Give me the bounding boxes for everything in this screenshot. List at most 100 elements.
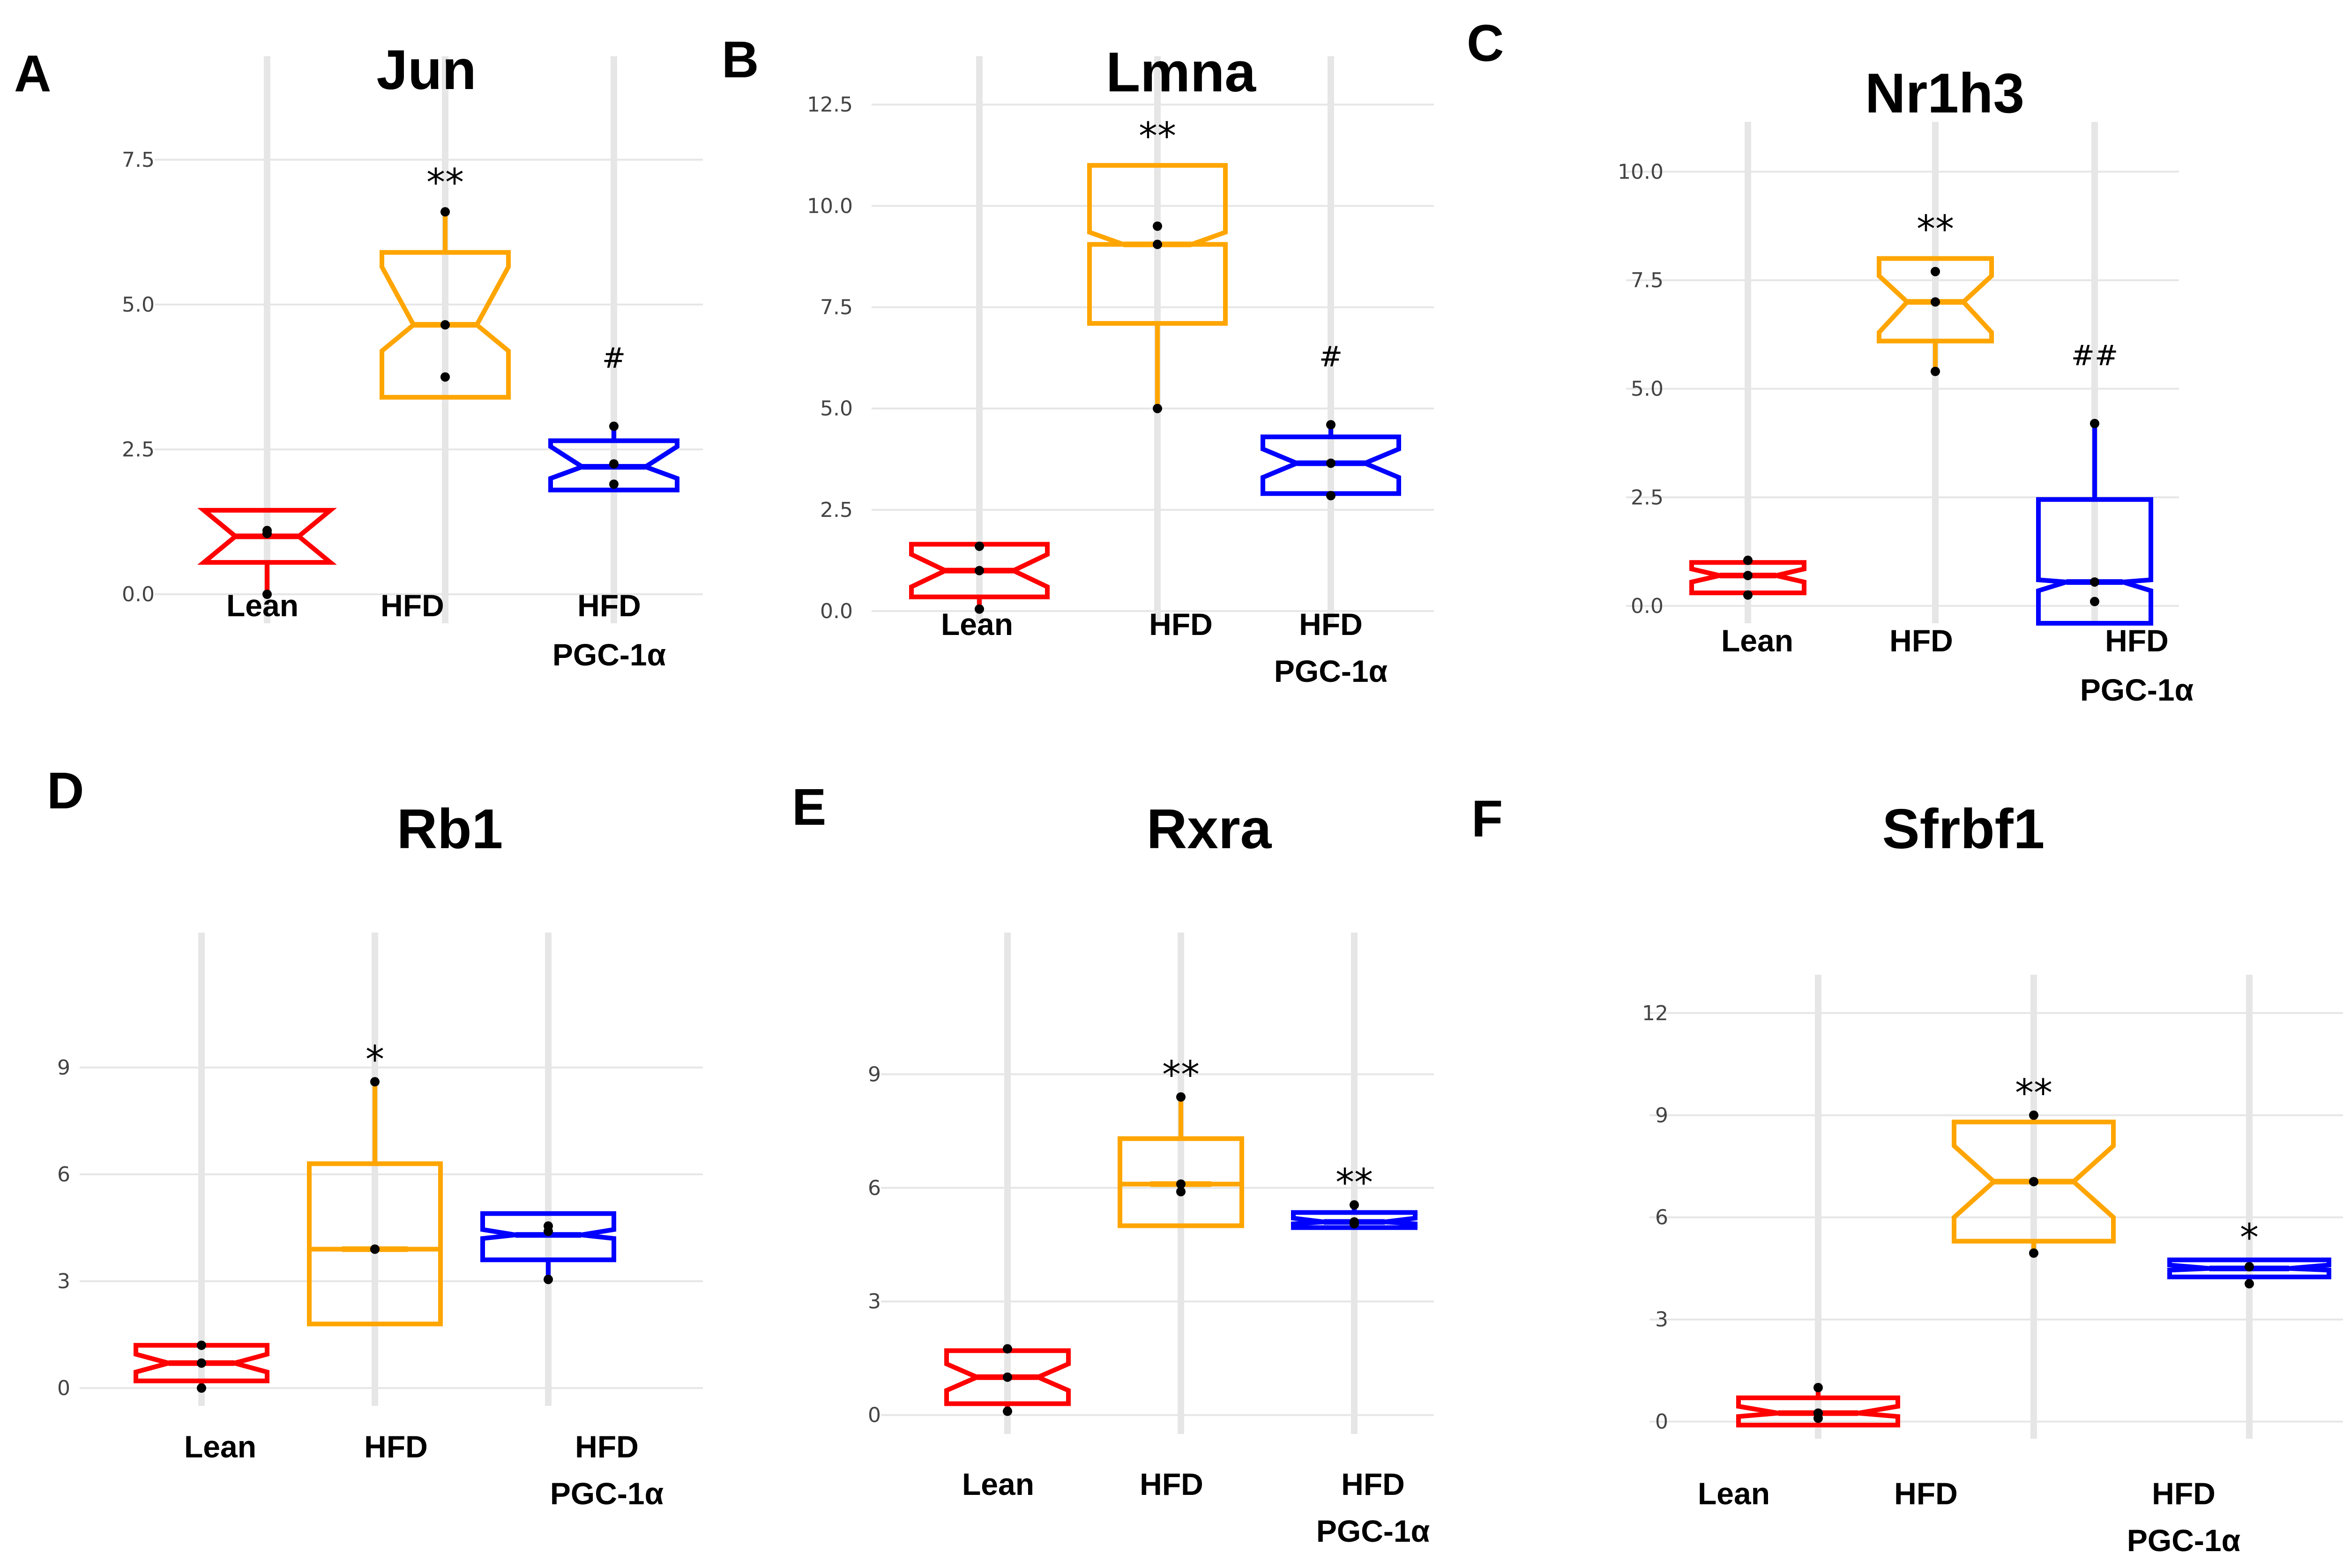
y-tick-label: 3 [868,1290,881,1314]
data-point [1176,1187,1186,1196]
box-hfd-pgc-1-: * [2167,1216,2331,1289]
data-point [975,604,984,614]
box-hfd: ** [1952,1071,2116,1258]
x-category-label: HFD [2152,1476,2216,1511]
chart-title: Rxra [1147,798,1272,860]
x-category-label: HFD [1341,1467,1405,1501]
box-hfd: ** [1877,208,1994,376]
y-tick-label: 0.0 [122,582,155,606]
notched-box [1736,1395,1900,1427]
x-category-label: PGC-1α [2127,1523,2240,1558]
notched-box [909,542,1050,599]
y-tick-label: 3 [1655,1308,1668,1332]
data-point [609,459,619,469]
y-tick-label: 7.5 [1631,269,1664,292]
data-point [440,320,450,330]
y-tick-label: 2.5 [820,498,853,522]
x-category-label: PGC-1α [2080,672,2194,707]
y-tick-label: 9 [1655,1104,1668,1127]
chart-title: Jun [376,38,476,101]
panel-c-nr1h3: 0.0 2.5 5.0 7.5 10.0 C Nr1h3 Lean ** HFD ## HFD PGC-… [1467,15,2194,707]
data-point [975,566,984,575]
box-hfd: * [307,1038,443,1327]
notched-box [548,438,679,493]
data-point [609,479,619,489]
data-point [2029,1248,2038,1258]
y-tick-label: 10.0 [1618,160,1664,184]
data-point [1003,1406,1012,1416]
notched-box [944,1348,1071,1406]
chart-title: Nr1h3 [1865,62,2024,125]
panel-a-jun: 0.0 2.5 5.0 7.5 A Jun Lean ** HFD # HFD PGC-1α [14,38,703,672]
notched-box [134,1343,269,1383]
significance-marker: ** [1917,208,1954,251]
data-point [1931,297,1940,307]
data-point [1153,403,1162,413]
y-tick-label: 2.5 [1631,485,1664,509]
data-point [2245,1262,2254,1272]
data-point [262,529,272,538]
x-category-label: PGC-1α [1274,654,1388,688]
x-category-label: Lean [941,607,1013,642]
data-point [1813,1383,1823,1393]
data-point [1931,267,1940,276]
x-category-label: HFD [2105,623,2169,658]
x-category-label: PGC-1α [550,1476,664,1511]
data-point [1176,1092,1186,1102]
x-category-label: HFD [1140,1467,1203,1501]
x-category-label: HFD [381,588,444,623]
data-point [609,421,619,431]
x-category-label: HFD [364,1429,428,1464]
x-category-label: HFD [575,1429,639,1464]
data-point [1153,221,1162,231]
significance-marker: ** [1139,114,1176,158]
data-point [1350,1200,1359,1210]
y-tick-label: 0.0 [820,599,853,623]
chart-title: Sfrbf1 [1882,798,2045,860]
data-point [975,541,984,551]
notched-box [2167,1257,2331,1279]
y-tick-label: 12.5 [807,93,853,117]
y-tick-label: 6 [57,1163,70,1187]
panel-d-rb1: 0 3 6 9 D Rb1 Lean * HFD HFD PGC-1α [47,762,703,1511]
significance-marker: * [2240,1216,2259,1260]
box-hfd: ** [1118,1053,1244,1228]
x-category-label: Lean [1698,1476,1770,1511]
notched-box [1291,1210,1418,1230]
panel-letter: A [14,45,51,103]
data-point [370,1244,380,1254]
x-category-label: HFD [577,588,641,623]
panel-letter: D [47,762,84,820]
data-point [2029,1110,2038,1120]
notched-box [1261,434,1401,496]
data-point [1743,555,1753,565]
data-point [2245,1279,2254,1289]
x-category-label: HFD [1299,607,1363,642]
data-point [2090,597,2099,606]
notched-box [1877,256,1994,343]
data-point [1176,1179,1186,1189]
data-point [1813,1408,1823,1418]
y-tick-label: 7.5 [122,148,155,172]
data-point [1326,491,1336,500]
box-lean [944,1344,1071,1416]
data-point [544,1221,553,1231]
data-point [1743,590,1753,600]
y-tick-label: 6 [868,1176,881,1200]
data-point [2090,418,2099,428]
box-lean [1689,555,1806,600]
x-category-label: HFD [1894,1476,1958,1511]
box-hfd: ** [1087,114,1228,413]
data-point [1743,571,1753,581]
y-tick-label: 9 [57,1056,70,1080]
data-point [1931,366,1940,376]
box-hfd-pgc-1-: ## [2036,339,2153,626]
significance-marker: * [366,1038,384,1081]
data-point [1153,239,1162,249]
x-category-label: Lean [962,1467,1034,1501]
significance-marker: ** [1162,1053,1200,1097]
box-hfd-pgc-1- [480,1211,616,1284]
box-lean [197,508,337,599]
y-tick-label: 0 [868,1404,881,1427]
